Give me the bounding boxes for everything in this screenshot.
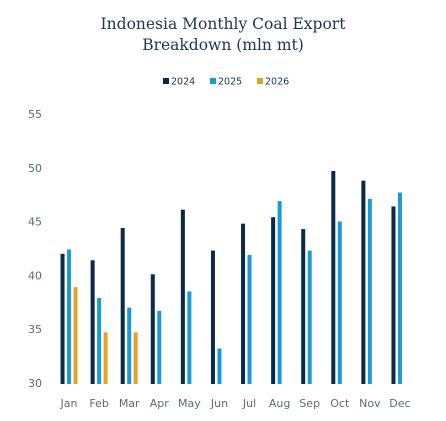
bar [367,198,372,384]
bar [210,250,215,384]
bar [391,206,396,384]
bar [337,221,342,384]
bar [120,227,125,384]
bar [157,310,162,384]
bar [397,192,402,384]
legend-swatch [257,78,263,84]
bar [90,260,95,384]
x-tick-label: Jun [210,397,228,410]
x-tick-label: Sep [299,397,320,410]
x-tick-label: Oct [330,397,350,410]
legend-swatch [210,78,216,84]
legend-swatch [163,78,169,84]
y-tick-label: 50 [28,162,42,175]
x-tick-label: Dec [389,397,410,410]
bar [67,249,72,384]
y-tick-label: 55 [28,108,42,121]
chart-title: Indonesia Monthly Coal Export Breakdown … [100,15,346,54]
bar [127,307,132,384]
x-tick-label: Apr [150,397,170,410]
bar [103,332,108,384]
bar [247,254,252,384]
bar [271,217,276,384]
bar [277,201,282,384]
legend-label: 2024 [171,77,195,88]
bar [150,274,155,384]
x-tick-label: Mar [119,397,140,410]
y-tick-label: 45 [28,216,42,229]
x-tick-label: Jul [242,397,256,410]
bar [241,223,246,384]
legend-label: 2025 [218,77,242,88]
bar [60,253,65,384]
x-tick-label: Aug [269,397,290,410]
legend-label: 2026 [265,77,289,88]
bar [361,180,366,384]
bar [331,170,336,384]
bar [73,287,78,384]
bar [217,348,222,384]
bar [187,291,192,384]
bar [307,250,312,384]
x-tick-label: Jan [60,397,78,410]
x-tick-label: May [178,397,201,410]
x-tick-label: Feb [89,397,108,410]
bar [133,332,138,384]
x-tick-label: Nov [359,397,381,410]
y-tick-label: 35 [28,323,42,336]
bar [97,297,102,384]
y-tick-label: 40 [28,269,42,282]
bar [301,229,306,384]
y-tick-label: 30 [28,377,42,390]
bar [180,209,185,384]
